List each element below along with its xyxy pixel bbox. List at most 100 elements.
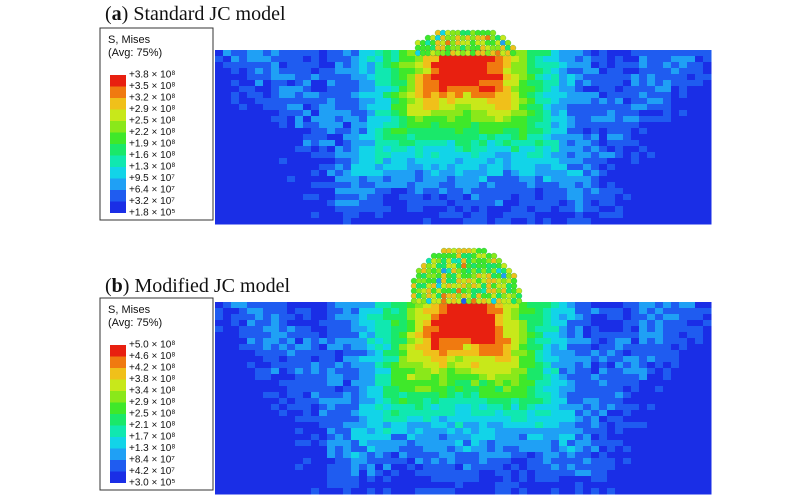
mesh-cell [671, 488, 680, 495]
mesh-cell [647, 476, 656, 483]
mesh-cell [559, 482, 568, 489]
mesh-cell [479, 326, 488, 333]
mesh-cell [311, 488, 320, 495]
mesh-cell [591, 338, 600, 345]
mesh-cell [247, 326, 256, 333]
mesh-cell [431, 446, 440, 453]
mesh-cell [591, 56, 600, 63]
mesh-cell [351, 482, 360, 489]
legend-label: +2.9 × 10⁸ [129, 397, 175, 408]
mesh-cell [399, 482, 408, 489]
mesh-cell [255, 314, 264, 321]
mesh-cell [327, 470, 336, 477]
mesh-cell [607, 122, 616, 129]
mesh-cell [303, 326, 312, 333]
mesh-cell [327, 428, 336, 435]
mesh-cell [655, 422, 664, 429]
mesh-cell [439, 422, 448, 429]
mesh-cell [375, 458, 384, 465]
mesh-cell [391, 218, 400, 225]
mesh-cell [527, 206, 536, 213]
mesh-cell [695, 104, 704, 111]
mesh-cell [295, 80, 304, 87]
mesh-cell [343, 140, 352, 147]
mesh-cell [535, 356, 544, 363]
mesh-cell [311, 320, 320, 327]
mesh-cell [543, 476, 552, 483]
mesh-cell [223, 362, 232, 369]
mesh-cell [687, 188, 696, 195]
mesh-cell [239, 122, 248, 129]
mesh-cell [231, 458, 240, 465]
mesh-cell [247, 410, 256, 417]
mesh-cell [271, 374, 280, 381]
mesh-cell [271, 458, 280, 465]
mesh-cell [431, 464, 440, 471]
mesh-cell [279, 200, 288, 207]
mesh-cell [319, 446, 328, 453]
mesh-cell [287, 452, 296, 459]
mesh-cell [327, 356, 336, 363]
mesh-cell [431, 56, 440, 63]
mesh-cell [575, 182, 584, 189]
mesh-cell [655, 398, 664, 405]
mesh-cell [415, 206, 424, 213]
mesh-cell [599, 188, 608, 195]
mesh-cell [607, 416, 616, 423]
mesh-cell [623, 218, 632, 225]
mesh-cell [599, 80, 608, 87]
mesh-cell [255, 374, 264, 381]
mesh-cell [471, 92, 480, 99]
mesh-cell [623, 482, 632, 489]
mesh-cell [647, 350, 656, 357]
mesh-cell [343, 80, 352, 87]
mesh-cell [231, 98, 240, 105]
mesh-cell [231, 482, 240, 489]
mesh-cell [343, 374, 352, 381]
mesh-cell [607, 350, 616, 357]
mesh-cell [399, 152, 408, 159]
mesh-cell [655, 104, 664, 111]
mesh-cell [287, 404, 296, 411]
mesh-cell [687, 410, 696, 417]
mesh-cell [439, 470, 448, 477]
mesh-cell [279, 164, 288, 171]
mesh-cell [575, 314, 584, 321]
mesh-cell [703, 404, 712, 411]
mesh-cell [567, 170, 576, 177]
mesh-cell [327, 50, 336, 57]
mesh-cell [567, 332, 576, 339]
mesh-cell [439, 146, 448, 153]
mesh-cell [703, 128, 712, 135]
mesh-cell [559, 164, 568, 171]
mesh-cell [383, 110, 392, 117]
mesh-cell [287, 140, 296, 147]
mesh-cell [343, 62, 352, 69]
mesh-cell [687, 176, 696, 183]
mesh-cell [231, 314, 240, 321]
mesh-cell [215, 464, 224, 471]
mesh-cell [303, 374, 312, 381]
mesh-cell [319, 122, 328, 129]
mesh-cell [663, 158, 672, 165]
mesh-cell [639, 182, 648, 189]
mesh-cell [607, 446, 616, 453]
mesh-cell [311, 206, 320, 213]
mesh-cell [647, 158, 656, 165]
mesh-cell [655, 440, 664, 447]
mesh-cell [247, 56, 256, 63]
mesh-cell [527, 338, 536, 345]
mesh-cell [583, 218, 592, 225]
mesh-cell [551, 386, 560, 393]
mesh-cell [271, 452, 280, 459]
mesh-cell [615, 362, 624, 369]
mesh-cell [487, 332, 496, 339]
mesh-cell [351, 374, 360, 381]
mesh-cell [255, 356, 264, 363]
mesh-cell [391, 200, 400, 207]
mesh-cell [535, 110, 544, 117]
mesh-cell [335, 350, 344, 357]
mesh-cell [223, 368, 232, 375]
mesh-cell [471, 392, 480, 399]
mesh-cell [343, 206, 352, 213]
